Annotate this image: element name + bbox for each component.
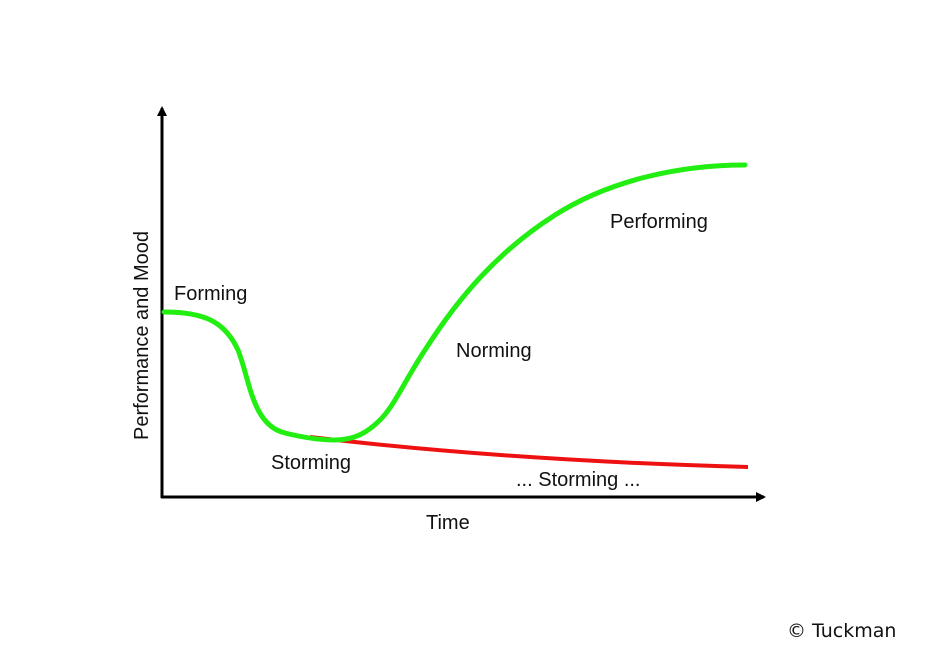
stage-label-performing: Performing bbox=[610, 211, 708, 233]
x-axis-label: Time bbox=[426, 512, 470, 534]
stage-label-storming-continued: ... Storming ... bbox=[516, 469, 640, 491]
stage-label-forming: Forming bbox=[174, 283, 247, 305]
storming-continued-curve bbox=[309, 435, 749, 469]
stage-label-storming: Storming bbox=[271, 452, 351, 474]
team-development-curve bbox=[161, 162, 748, 443]
y-axis-label: Performance and Mood bbox=[131, 231, 153, 440]
copyright-notice: © Tuckman bbox=[787, 620, 897, 642]
stage-label-norming: Norming bbox=[456, 340, 532, 362]
